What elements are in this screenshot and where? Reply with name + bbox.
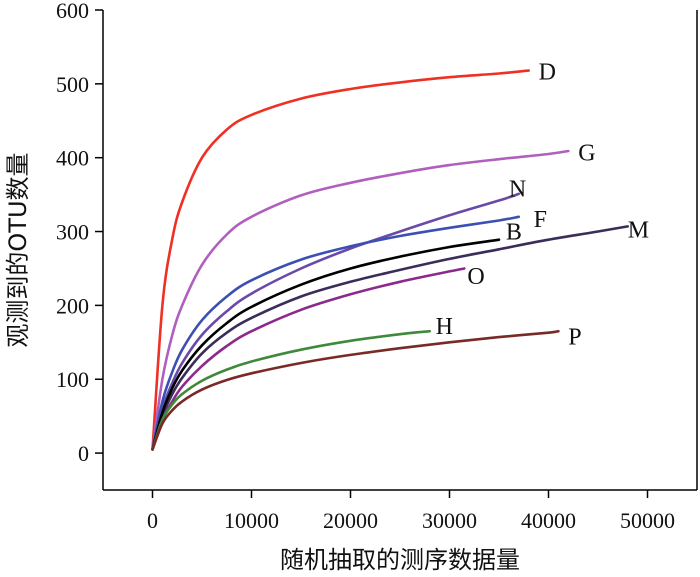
series-line-g bbox=[151, 149, 570, 451]
x-tick-label: 30000 bbox=[422, 508, 477, 533]
series-line-p bbox=[151, 329, 560, 451]
series-label-m: M bbox=[628, 217, 649, 243]
series-line-h bbox=[151, 329, 431, 451]
y-tick-label: 300 bbox=[56, 220, 89, 245]
y-axis: 0 100 200 300 400 500 600 bbox=[56, 0, 103, 466]
y-tick-label: 400 bbox=[56, 146, 89, 171]
series-line-n bbox=[151, 192, 521, 451]
series-line-d bbox=[151, 69, 530, 451]
y-tick-label: 600 bbox=[56, 0, 89, 23]
series-label-n: N bbox=[509, 177, 526, 203]
series-label-d: D bbox=[539, 59, 556, 85]
y-axis-title: 观测到的OTU数量 bbox=[4, 152, 32, 347]
y-tick-label: 200 bbox=[56, 293, 89, 318]
series-label-b: B bbox=[506, 220, 522, 246]
x-tick-label: 10000 bbox=[224, 508, 279, 533]
series-lines bbox=[151, 69, 629, 451]
x-tick-label: 20000 bbox=[323, 508, 378, 533]
series-label-o: O bbox=[467, 264, 484, 290]
y-tick-label: 100 bbox=[56, 367, 89, 392]
series-label-f: F bbox=[534, 207, 547, 233]
x-tick-label: 40000 bbox=[521, 508, 576, 533]
x-tick-label: 50000 bbox=[620, 508, 675, 533]
series-line-f bbox=[151, 215, 521, 451]
series-line-o bbox=[151, 267, 466, 451]
plot-area bbox=[102, 10, 698, 491]
series-label-p: P bbox=[568, 324, 581, 350]
series-label-h: H bbox=[436, 314, 453, 340]
x-axis-title: 随机抽取的测序数据量 bbox=[280, 546, 520, 574]
series-labels: D G NF M BOH P bbox=[436, 59, 649, 350]
series-line-m bbox=[151, 225, 629, 451]
series-line-b bbox=[151, 238, 501, 451]
y-tick-label: 0 bbox=[78, 441, 89, 466]
x-tick-label: 0 bbox=[147, 508, 158, 533]
x-axis: 0 10000 20000 30000 40000 50000 bbox=[147, 490, 675, 533]
y-tick-label: 500 bbox=[56, 72, 89, 97]
series-label-g: G bbox=[578, 141, 595, 167]
